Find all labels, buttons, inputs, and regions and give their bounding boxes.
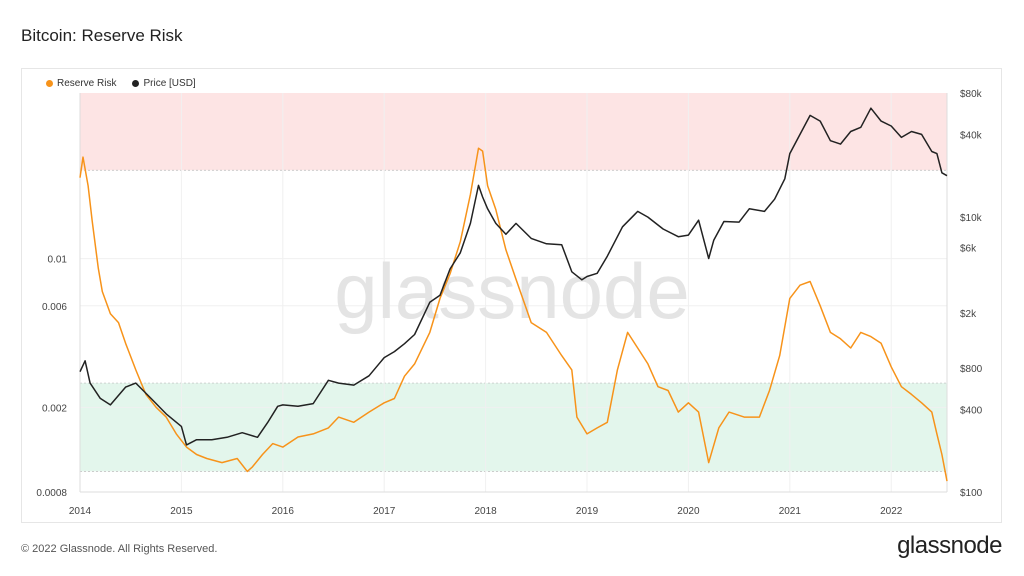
legend-item-reserve-risk[interactable]: Reserve Risk [46,78,116,89]
legend-label-price: Price [USD] [143,78,196,89]
legend-dot-reserve-risk [46,80,53,87]
legend-dot-price [132,80,140,87]
legend-item-price[interactable]: Price [USD] [132,78,196,89]
brand-logo: glassnode [897,532,1002,559]
page-title: Bitcoin: Reserve Risk [21,26,183,45]
chart-legend: Reserve Risk Price [USD] [46,78,196,89]
chart-panel [21,68,1002,523]
copyright-footer: © 2022 Glassnode. All Rights Reserved. [21,543,218,555]
legend-label-reserve-risk: Reserve Risk [57,78,117,89]
